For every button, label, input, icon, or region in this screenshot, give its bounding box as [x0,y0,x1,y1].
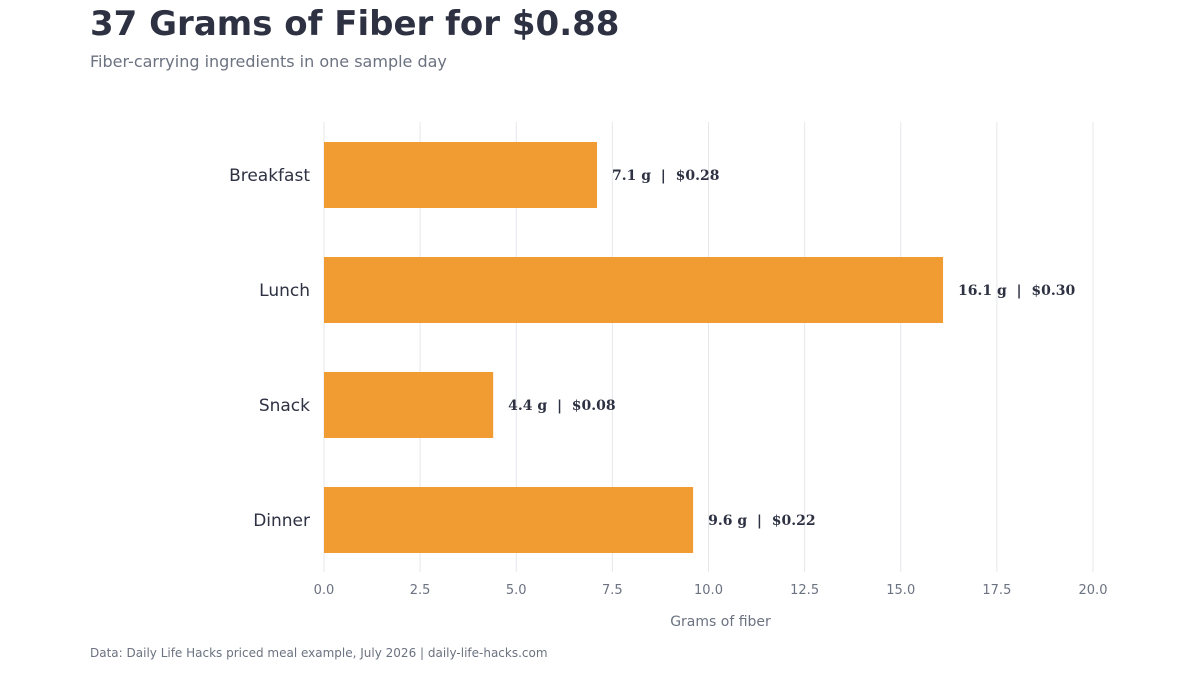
data-label: 4.4 g | $0.08 [508,398,615,414]
x-tick-label: 5.0 [506,583,527,598]
source-note: Data: Daily Life Hacks priced meal examp… [90,646,548,660]
category-label: Dinner [253,511,310,531]
chart-title: 37 Grams of Fiber for $0.88 [90,4,620,44]
bar-snack [324,372,494,438]
x-tick-label: 2.5 [410,583,431,598]
chart-subtitle: Fiber-carrying ingredients in one sample… [90,52,447,71]
category-label: Snack [259,396,310,416]
bar-lunch [324,257,944,323]
x-tick-label: 17.5 [982,583,1011,598]
x-tick-label: 0.0 [314,583,335,598]
bar-breakfast [324,142,597,208]
data-label: 16.1 g | $0.30 [958,283,1075,299]
data-label: 7.1 g | $0.28 [612,168,719,184]
x-tick-label: 20.0 [1079,583,1108,598]
bars [324,142,944,553]
category-label: Lunch [259,281,310,301]
category-label: Breakfast [229,166,310,186]
x-tick-label: 7.5 [602,583,623,598]
x-axis-title: Grams of fiber [670,614,771,630]
bar-dinner [324,487,694,553]
x-tick-label: 10.0 [694,583,723,598]
labels: 0.0 2.5 5.0 7.5 10.0 12.5 15.0 17.5 20.0 Breakfas… [229,166,1107,598]
x-tick-label: 15.0 [886,583,915,598]
data-label: 9.6 g | $0.22 [708,513,815,529]
x-tick-label: 12.5 [790,583,819,598]
